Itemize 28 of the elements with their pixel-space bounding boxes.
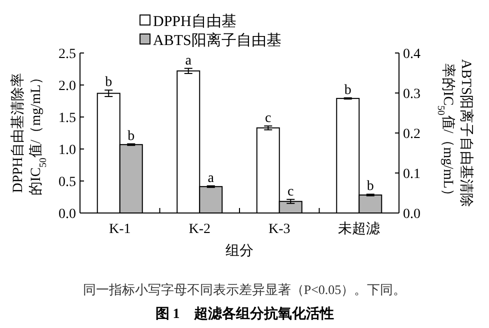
data-label: b xyxy=(128,128,135,144)
data-label: c xyxy=(288,184,294,200)
x-axis-title: 组分 xyxy=(226,243,254,259)
y2-tick-label: 0.2 xyxy=(403,127,420,142)
legend-label: DPPH自由基 xyxy=(153,13,236,30)
text: 图 1 超滤各组分抗氧化活性 xyxy=(155,306,334,322)
y-tick-label: 1.5 xyxy=(58,111,76,126)
x-tick-label: K-1 xyxy=(108,222,131,237)
data-label: c xyxy=(265,110,272,126)
y2-tick-label: 0.3 xyxy=(403,87,420,102)
data-label: b xyxy=(105,75,112,90)
y2-tick-label: 0.4 xyxy=(403,47,420,62)
data-label: a xyxy=(185,53,192,68)
x-tick-label: K-3 xyxy=(268,222,290,237)
data-label: a xyxy=(208,170,215,186)
legend-label: ABTS阳离子自由基 xyxy=(153,32,282,49)
y-tick-label: 0.5 xyxy=(58,175,76,190)
x-tick-label: K-2 xyxy=(188,222,211,237)
text: 同一指标小写字母不同表示差异显著（P<0.05）。下同。 xyxy=(82,282,406,297)
y-tick-label: 1.0 xyxy=(58,143,76,158)
y2-tick-label: 0.1 xyxy=(403,167,420,182)
y-tick-label: 2.0 xyxy=(58,79,76,94)
y2-tick-label: 0.0 xyxy=(403,207,420,222)
data-label: b xyxy=(366,179,374,194)
data-label: b xyxy=(344,82,352,98)
y-tick-label: 2.5 xyxy=(58,47,76,62)
x-tick-label: 未超滤 xyxy=(338,221,380,237)
y-tick-label: 0.0 xyxy=(58,207,76,222)
